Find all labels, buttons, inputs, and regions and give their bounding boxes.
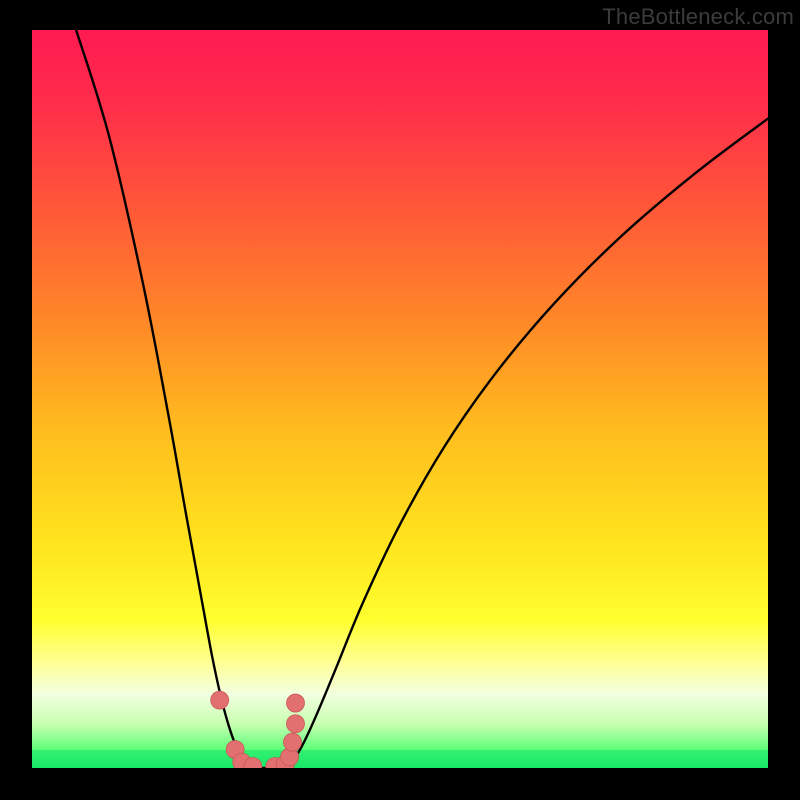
bottleneck-curve — [76, 30, 768, 768]
data-markers — [211, 691, 305, 768]
data-marker — [211, 691, 229, 709]
plot-area — [32, 30, 768, 768]
data-marker — [284, 733, 302, 751]
data-marker — [286, 715, 304, 733]
data-marker — [286, 694, 304, 712]
bottleneck-curve-svg — [32, 30, 768, 768]
chart-root: { "watermark": { "text": "TheBottleneck.… — [0, 0, 800, 800]
watermark-text: TheBottleneck.com — [602, 4, 794, 30]
